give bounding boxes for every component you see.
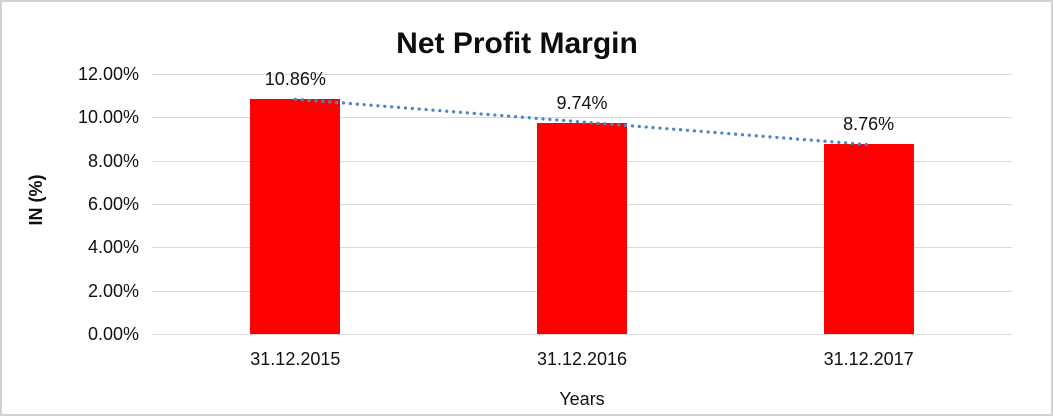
gridline <box>152 117 1012 119</box>
x-category-label: 31.12.2016 <box>536 349 628 369</box>
bar-31.12.2016 <box>537 122 627 334</box>
trendline <box>293 97 871 147</box>
data-label: 10.86% <box>264 68 326 89</box>
bar-31.12.2017 <box>823 144 914 334</box>
data-label: 8.76% <box>843 114 895 135</box>
y-tick-label: 6.00% <box>87 194 139 214</box>
chart-title: Net Profit Margin <box>396 27 638 60</box>
plot-area <box>152 74 1012 335</box>
y-tick-label: 0.00% <box>87 324 139 344</box>
x-category-label: 31.12.2017 <box>823 349 914 369</box>
data-label: 9.74% <box>556 92 608 113</box>
y-tick-label: 2.00% <box>87 280 139 301</box>
gridline <box>152 334 1012 335</box>
bar-31.12.2015 <box>250 98 341 334</box>
y-tick-label: 4.00% <box>87 237 139 258</box>
y-tick-label: 10.00% <box>77 107 139 128</box>
gridline <box>152 74 1012 75</box>
y-tick-label: 12.00% <box>77 64 139 84</box>
x-category-label: 31.12.2015 <box>250 349 341 369</box>
trendline-path <box>293 97 871 147</box>
y-tick-label: 8.00% <box>87 150 139 171</box>
x-axis-title: Years <box>559 389 605 409</box>
